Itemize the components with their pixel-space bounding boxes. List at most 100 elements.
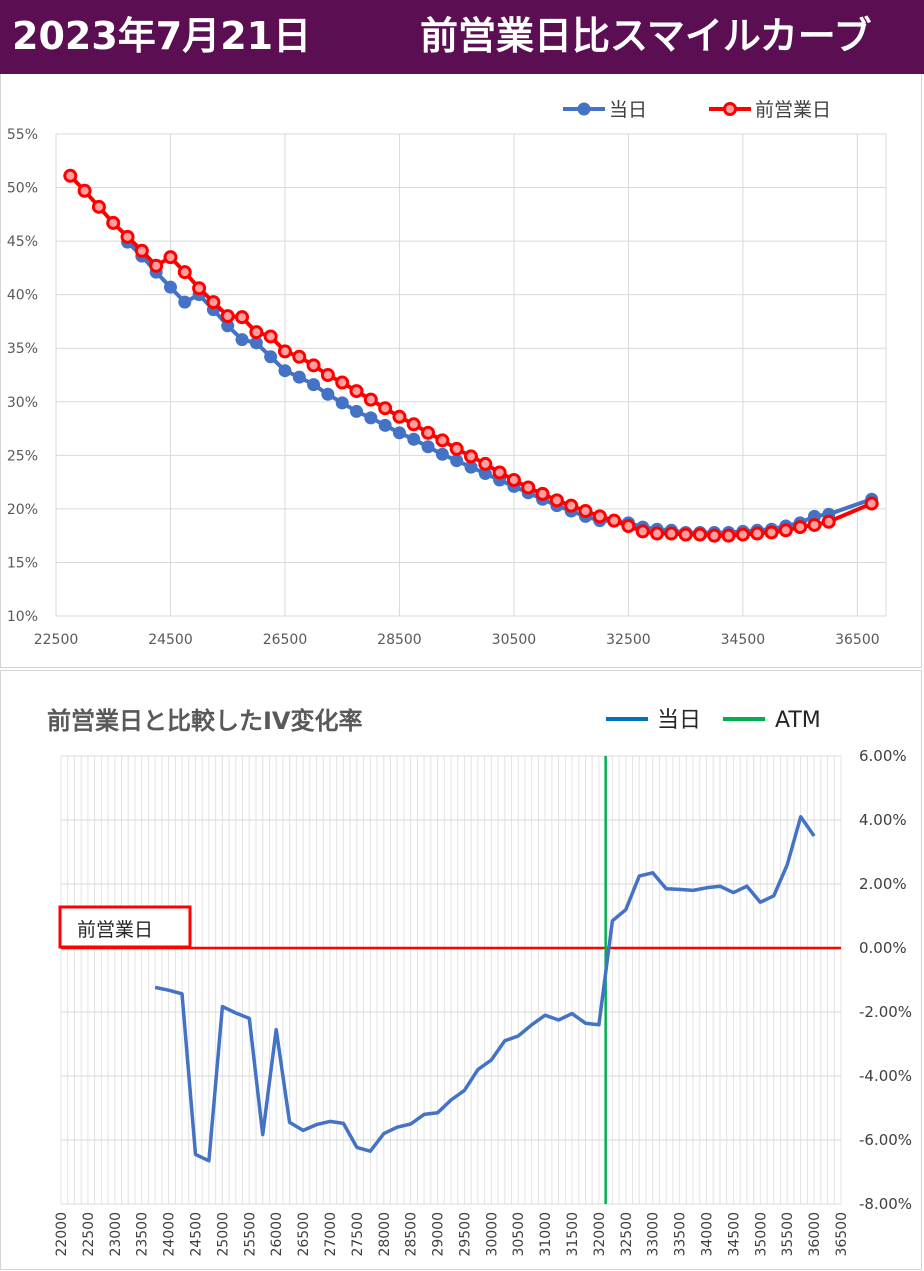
prev-day-point xyxy=(263,329,278,344)
y-tick-label: -2.00% xyxy=(859,1003,912,1021)
prev-day-point xyxy=(206,295,221,310)
y-tick-label: 6.00% xyxy=(859,747,907,765)
x-tick-label: 34500 xyxy=(721,632,766,648)
y-tick-label: 50% xyxy=(7,181,38,197)
x-tick-label: 24500 xyxy=(148,632,193,648)
x-tick-label: 29500 xyxy=(457,1212,473,1257)
prev-day-point xyxy=(235,310,250,325)
x-tick-label: 36500 xyxy=(834,1212,850,1257)
prev-day-point xyxy=(592,509,607,524)
y-tick-label: 15% xyxy=(7,555,38,571)
x-tick-label: 30500 xyxy=(492,632,537,648)
prev-day-point xyxy=(521,480,536,495)
prev-day-point xyxy=(335,375,350,390)
prev-day-point xyxy=(864,496,879,511)
x-tick-label: 29000 xyxy=(431,1212,447,1257)
prev-day-point xyxy=(635,524,650,539)
x-tick-label: 24000 xyxy=(162,1212,178,1257)
today-point xyxy=(249,336,263,350)
prev-day-point xyxy=(750,526,765,541)
report-date: 2023年7月21日 xyxy=(12,14,312,58)
today-point xyxy=(378,418,392,432)
x-tick-label: 30500 xyxy=(511,1212,527,1257)
series-line-today xyxy=(126,240,873,535)
x-tick-label: 32500 xyxy=(606,632,651,648)
y-tick-label: 4.00% xyxy=(859,811,907,829)
prev-day-point xyxy=(378,401,393,416)
today-point xyxy=(335,396,349,410)
x-tick-label: 24500 xyxy=(188,1212,204,1257)
y-tick-label: 40% xyxy=(7,288,38,304)
x-tick-label: 28500 xyxy=(404,1212,420,1257)
prev-day-point xyxy=(464,449,478,464)
x-tick-label: 26500 xyxy=(263,632,308,648)
legend-atm-label: ATM xyxy=(775,708,821,733)
prev-day-point xyxy=(721,528,736,543)
today-point xyxy=(478,467,492,481)
prev-day-point xyxy=(292,349,307,364)
x-tick-label: 33000 xyxy=(646,1212,662,1257)
iv-change-panel: 前営業日と比較したIV変化率 6.00% 4.00% 2.00% 0.00% -2.00%… xyxy=(0,670,922,1270)
today-point xyxy=(178,295,192,309)
prev-day-point xyxy=(650,526,665,541)
legend-today-label: 当日 xyxy=(609,99,647,121)
prev-day-point xyxy=(192,281,207,296)
x-tick-label: 31000 xyxy=(538,1212,554,1257)
prev-day-point xyxy=(807,517,822,532)
x-tick-label: 34500 xyxy=(726,1212,742,1257)
prev-day-point xyxy=(607,513,622,528)
today-point xyxy=(221,319,235,333)
iv-change-line xyxy=(154,815,816,1163)
series-line-prev xyxy=(68,174,873,538)
prev-day-point xyxy=(91,199,106,214)
smile-curve-chart: 10% 15% 20% 25% 30% 35% 40% 45% 50% 55% 22500 24500… xyxy=(7,99,887,648)
prev-day-point xyxy=(177,265,192,280)
y-tick-label: 45% xyxy=(7,234,38,250)
x-tick-label: 35500 xyxy=(780,1212,796,1257)
prev-day-point xyxy=(578,504,593,519)
prev-day-point xyxy=(707,528,722,543)
prev-day-point xyxy=(349,384,364,399)
y-tick-label: 30% xyxy=(7,395,38,411)
x-tick-label: 36000 xyxy=(807,1212,823,1257)
y-tick-label: 2.00% xyxy=(859,875,907,893)
prev-day-point xyxy=(821,514,836,529)
x-tick-label: 28000 xyxy=(377,1212,393,1257)
today-point xyxy=(407,432,421,446)
x-tick-label: 23500 xyxy=(135,1212,151,1257)
report-title: 前営業日比スマイルカーブ xyxy=(420,14,872,58)
prev-day-point xyxy=(793,520,808,535)
prev-day-point xyxy=(778,523,793,538)
smile-curve-panel: 10% 15% 20% 25% 30% 35% 40% 45% 50% 55% 22500 24500… xyxy=(0,74,922,668)
x-tick-label: 22000 xyxy=(54,1212,70,1257)
y-tick-label: 25% xyxy=(7,448,38,464)
prev-day-point xyxy=(249,325,264,340)
x-tick-label: 26500 xyxy=(296,1212,312,1257)
today-point xyxy=(392,426,406,440)
baseline-label-box xyxy=(58,905,192,949)
x-tick-label: 36500 xyxy=(835,632,880,648)
x-tick-label: 25500 xyxy=(242,1212,258,1257)
prev-day-point xyxy=(692,527,707,542)
prev-day-point xyxy=(564,498,579,513)
x-tick-label: 34000 xyxy=(700,1212,716,1257)
legend-prev-marker xyxy=(723,102,737,116)
y-tick-label: 35% xyxy=(7,341,38,357)
prev-day-point xyxy=(492,465,507,480)
y-tick-label: 55% xyxy=(7,127,38,143)
x-tick-label: 32500 xyxy=(619,1212,635,1257)
y-tick-label: -8.00% xyxy=(859,1195,912,1213)
prev-day-point xyxy=(149,258,164,273)
today-point xyxy=(264,350,278,364)
prev-day-point xyxy=(678,527,693,542)
legend-today-label: 当日 xyxy=(657,708,701,733)
prev-day-point xyxy=(106,215,121,230)
today-point xyxy=(321,387,335,401)
prev-day-point xyxy=(764,525,779,540)
prev-day-point xyxy=(306,358,321,373)
legend-today-marker xyxy=(577,102,591,116)
today-point xyxy=(435,447,449,461)
prev-day-point xyxy=(320,368,335,382)
prev-day-point xyxy=(621,519,636,534)
